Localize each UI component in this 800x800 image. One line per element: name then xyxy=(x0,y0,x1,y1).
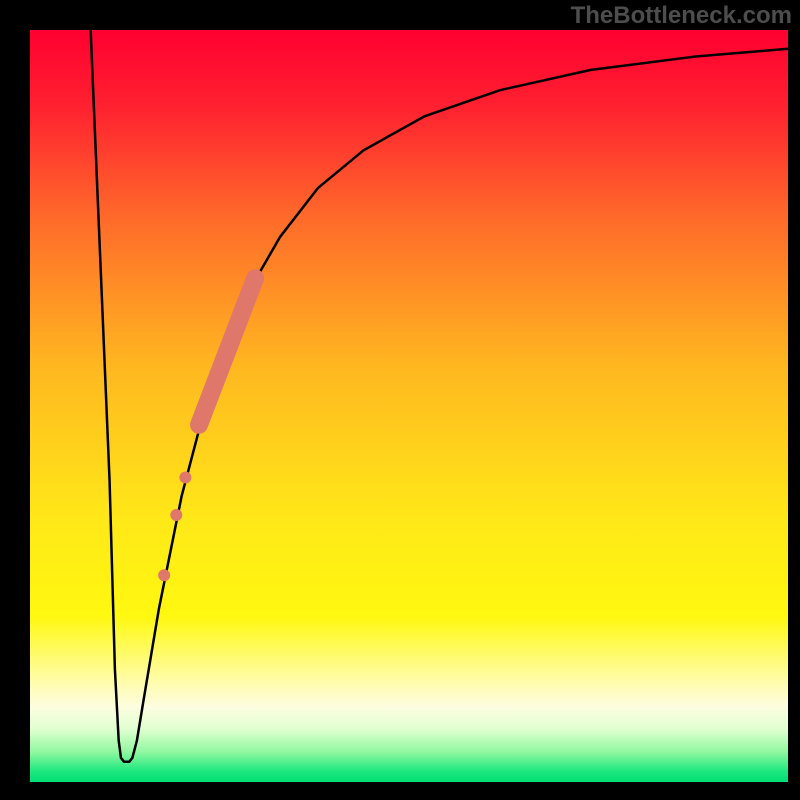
watermark-text: TheBottleneck.com xyxy=(571,2,792,30)
curve-layer xyxy=(30,30,788,782)
highlight-dot xyxy=(158,569,170,581)
highlight-band xyxy=(199,278,255,425)
bottleneck-curve xyxy=(91,30,788,762)
highlight-dot xyxy=(170,509,182,521)
highlight-dot xyxy=(179,471,191,483)
plot-area xyxy=(30,30,788,782)
